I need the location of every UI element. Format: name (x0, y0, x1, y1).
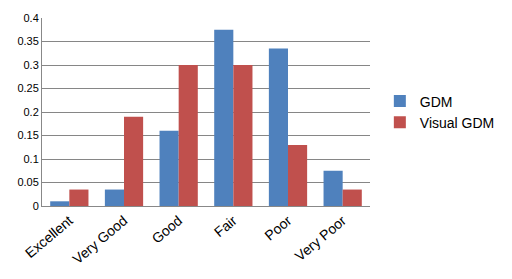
svg-text:Good: Good (149, 212, 186, 246)
svg-text:0.3: 0.3 (24, 59, 39, 71)
svg-text:0.05: 0.05 (17, 176, 38, 188)
svg-text:0.1: 0.1 (24, 153, 39, 165)
svg-text:Excellent: Excellent (22, 212, 76, 261)
svg-text:Poor: Poor (261, 212, 294, 243)
svg-text:0.35: 0.35 (17, 35, 38, 47)
svg-text:0.25: 0.25 (17, 82, 38, 94)
svg-text:0.2: 0.2 (24, 106, 39, 118)
svg-text:GDM: GDM (420, 94, 453, 110)
svg-text:Very Poor: Very Poor (292, 212, 350, 264)
svg-text:Visual GDM: Visual GDM (420, 115, 494, 131)
svg-text:0.15: 0.15 (17, 129, 38, 141)
svg-text:0: 0 (33, 200, 39, 212)
svg-text:Very Good: Very Good (69, 212, 130, 267)
svg-text:0.4: 0.4 (24, 12, 39, 24)
svg-text:Fair: Fair (211, 212, 240, 240)
